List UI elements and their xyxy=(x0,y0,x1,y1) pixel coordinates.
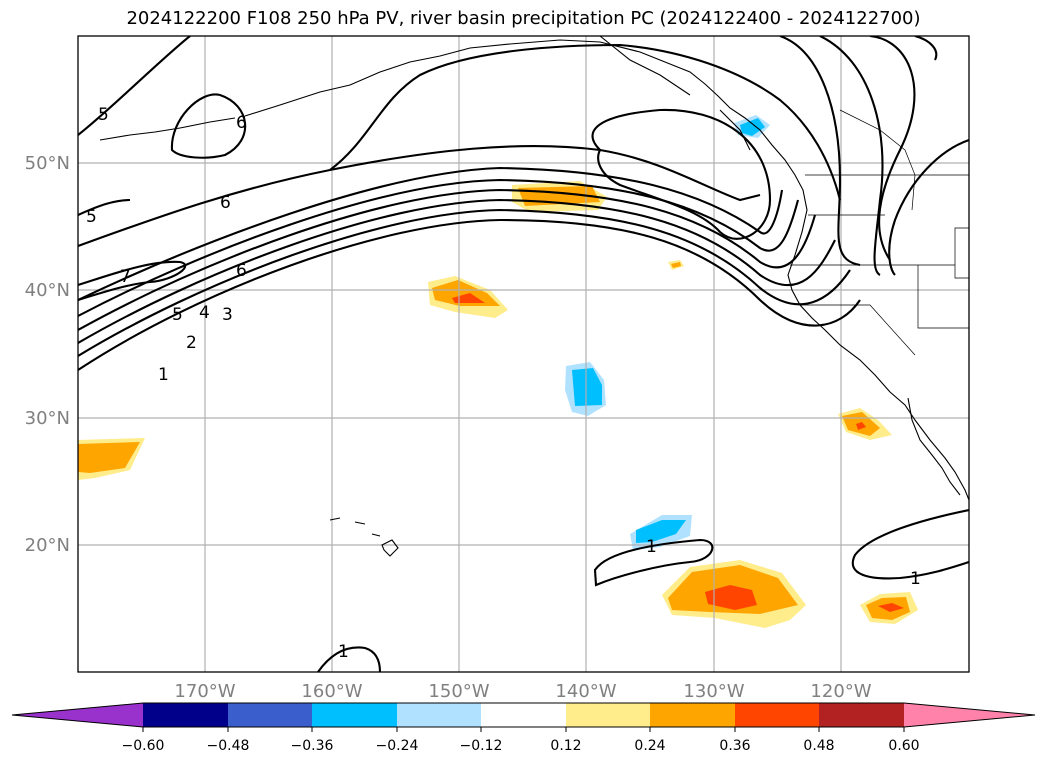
lon-label: 160°W xyxy=(301,681,362,702)
colorbar-tick-label: 0.48 xyxy=(803,738,834,754)
pv-contours xyxy=(78,36,969,672)
colorbar: −0.60 −0.48 −0.36 −0.24 −0.12 0.12 0.24 … xyxy=(11,702,1036,754)
precip-shading xyxy=(78,115,918,628)
contour-label: 4 xyxy=(199,303,210,323)
contour-label: 6 xyxy=(236,261,247,281)
colorbar-tick-label: −0.60 xyxy=(122,738,165,754)
contour-label: 5 xyxy=(98,105,109,125)
colorbar-swatch xyxy=(735,703,819,727)
lat-label: 40°N xyxy=(25,280,70,301)
longitude-labels: 170°W 160°W 150°W 140°W 130°W 120°W xyxy=(174,681,871,702)
colorbar-tick-label: −0.36 xyxy=(291,738,334,754)
lat-label: 20°N xyxy=(25,535,70,556)
pv-contour-labels: 5 5 6 6 7 5 4 3 2 1 1 1 1 6 xyxy=(86,105,921,662)
colorbar-swatch xyxy=(397,703,481,727)
lat-label: 50°N xyxy=(25,153,70,174)
lon-label: 140°W xyxy=(555,681,616,702)
colorbar-swatch xyxy=(481,703,566,727)
contour-label: 7 xyxy=(120,267,131,287)
contour-label: 6 xyxy=(220,193,231,213)
colorbar-swatch xyxy=(566,703,650,727)
contour-label: 2 xyxy=(186,333,197,353)
lat-label: 30°N xyxy=(25,408,70,429)
contour-label: 1 xyxy=(910,569,921,589)
colorbar-tick-label: 0.60 xyxy=(888,738,919,754)
contour-label: 1 xyxy=(158,365,169,385)
map-gridlines xyxy=(78,36,969,672)
colorbar-swatch xyxy=(312,703,397,727)
lon-label: 120°W xyxy=(810,681,871,702)
colorbar-swatch xyxy=(650,703,735,727)
contour-label: 1 xyxy=(338,642,349,662)
contour-label: 3 xyxy=(222,305,233,325)
colorbar-swatch xyxy=(228,703,312,727)
colorbar-extend-left xyxy=(12,703,143,727)
lon-label: 130°W xyxy=(683,681,744,702)
colorbar-swatch xyxy=(143,703,228,727)
contour-label: 5 xyxy=(172,305,183,325)
colorbar-tick-label: −0.24 xyxy=(376,738,419,754)
colorbar-swatch xyxy=(819,703,904,727)
colorbar-tick-label: −0.48 xyxy=(207,738,250,754)
contour-label: 1 xyxy=(646,537,657,557)
latitude-labels: 20°N 30°N 40°N 50°N xyxy=(25,153,70,556)
map-area: 5 5 6 6 7 5 4 3 2 1 1 1 1 6 xyxy=(78,36,969,672)
coastlines xyxy=(99,36,969,557)
colorbar-extend-right xyxy=(904,703,1035,727)
colorbar-tick-label: 0.36 xyxy=(719,738,750,754)
contour-label: 5 xyxy=(86,207,97,227)
colorbar-tick-label: 0.24 xyxy=(634,738,665,754)
contour-label: 6 xyxy=(236,113,247,133)
colorbar-tick-label: −0.12 xyxy=(460,738,503,754)
lon-label: 150°W xyxy=(428,681,489,702)
colorbar-tick-label: 0.12 xyxy=(550,738,581,754)
lon-label: 170°W xyxy=(174,681,235,702)
map-title: 2024122200 F108 250 hPa PV, river basin … xyxy=(126,8,921,29)
political-borders xyxy=(790,109,969,356)
map-frame xyxy=(77,35,970,673)
